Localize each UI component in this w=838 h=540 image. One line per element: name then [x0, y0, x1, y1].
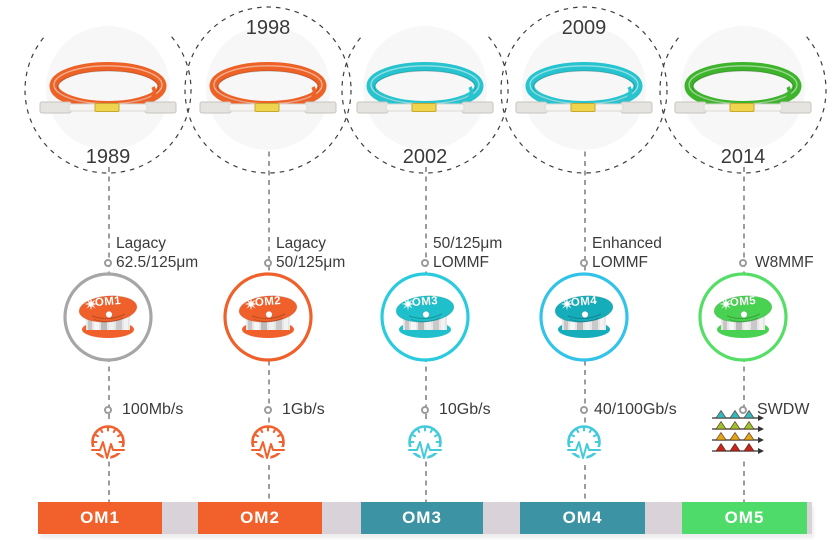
timeline-node-dot	[264, 406, 272, 414]
year-label-om5: 2014	[720, 146, 766, 168]
speed-label-om5: SWDW	[757, 401, 810, 418]
spec-line1: Enhanced	[592, 235, 662, 252]
timeline-node-dot	[580, 406, 588, 414]
bar-om2: OM2	[198, 502, 322, 534]
spec-line1	[755, 235, 814, 254]
timeline-node-dot	[264, 259, 272, 267]
timeline-node-dot	[739, 259, 747, 267]
year-label-om2: 1998	[245, 17, 291, 39]
bar-om4: OM4	[520, 502, 645, 534]
spec-label-om3: 50/125μm LOMMF	[433, 235, 502, 272]
photo-bg-circle	[522, 26, 646, 150]
spool-label-om4: OM4	[570, 294, 598, 310]
timeline-node-dot	[580, 259, 588, 267]
spec-line2: 62.5/125μm	[116, 253, 199, 271]
dashed-circle-om2	[184, 6, 352, 174]
speed-label-om3: 10Gb/s	[439, 401, 491, 418]
photo-bg-circle	[46, 26, 170, 150]
spec-label-om2: Lagacy 50/125μm	[276, 235, 345, 272]
timeline-node-dot	[104, 406, 112, 414]
timeline-node-dot	[421, 406, 429, 414]
bar-label: OM5	[724, 508, 765, 527]
spec-label-om1: Lagacy 62.5/125μm	[116, 235, 198, 272]
om2-spool-icon	[224, 273, 312, 361]
dashed-circle-om3	[341, 36, 509, 174]
spool-label-om1: OM1	[94, 294, 122, 310]
photo-bg-circle	[363, 26, 487, 150]
dashed-circle-om4	[500, 6, 668, 174]
spec-line2: 50/125μm	[276, 253, 346, 271]
speed-label-om1: 100Mb/s	[122, 401, 184, 418]
year-label-om1: 1989	[85, 146, 131, 168]
om1-speedometer-icon	[89, 423, 127, 461]
speed-label-om2: 1Gb/s	[282, 401, 325, 418]
bar-label: OM1	[80, 508, 120, 527]
year-label-om3: 2002	[402, 146, 448, 168]
spec-line1: Lagacy	[276, 235, 326, 252]
bar-label: OM4	[562, 508, 603, 527]
year-label-om4: 2009	[561, 17, 607, 39]
photo-bg-circle	[681, 26, 805, 150]
spool-label-om5: OM5	[729, 294, 757, 310]
speed-label-om4: 40/100Gb/s	[594, 401, 677, 418]
bar-om1: OM1	[38, 502, 162, 534]
spec-line1: 50/125μm	[433, 235, 503, 252]
spec-line2: LOMMF	[592, 253, 648, 271]
timeline-node-dot	[104, 259, 112, 267]
om3-spool-icon	[381, 273, 469, 361]
graphics-layer	[24, 6, 827, 480]
bar-label: OM2	[240, 508, 280, 527]
spec-label-om4: Enhanced LOMMF	[592, 235, 662, 272]
spec-label-om5: W8MMF	[755, 235, 814, 272]
bar-om3: OM3	[361, 502, 483, 534]
om4-spool-icon	[540, 273, 628, 361]
spec-line2: W8MMF	[755, 253, 814, 271]
om5-spool-icon	[699, 273, 787, 361]
bar-om5: OM5	[682, 502, 807, 534]
om2-speedometer-icon	[249, 423, 287, 461]
om5-wavelength-swdw-icon	[709, 410, 769, 459]
bar-label: OM3	[402, 508, 442, 527]
om3-speedometer-icon	[406, 423, 444, 461]
dashed-circle-om1	[24, 36, 192, 174]
om1-spool-icon	[64, 273, 152, 361]
om4-speedometer-icon	[565, 423, 603, 461]
timeline-node-dot	[739, 406, 747, 414]
photo-bg-circle	[206, 26, 330, 150]
spec-line2: LOMMF	[433, 253, 489, 271]
spool-label-om3: OM3	[411, 294, 439, 310]
spool-label-om2: OM2	[254, 294, 282, 310]
timeline-node-dot	[421, 259, 429, 267]
dashed-circle-om5	[659, 36, 827, 174]
spec-line1: Lagacy	[116, 235, 166, 252]
